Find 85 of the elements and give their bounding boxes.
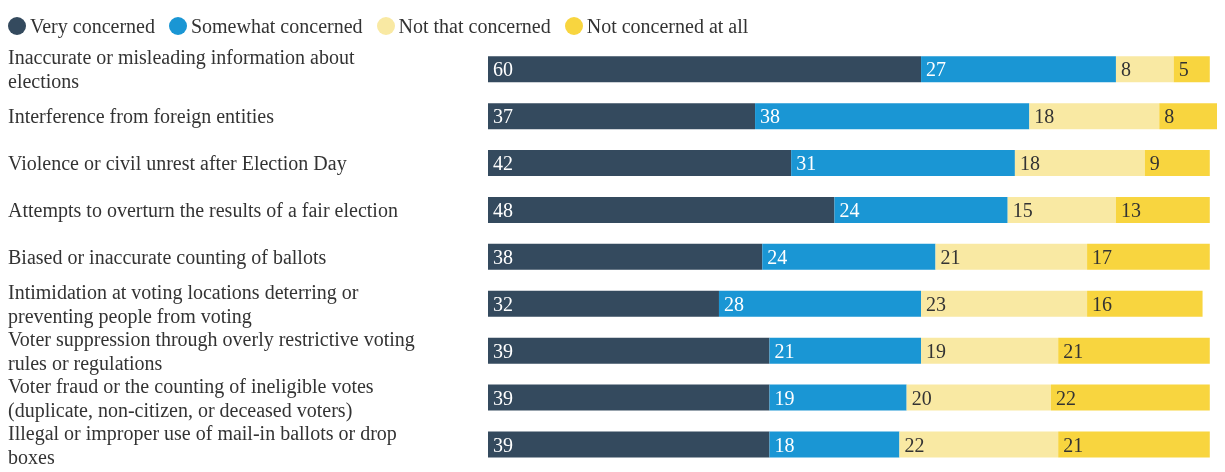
y-tick-label: Biased or inaccurate counting of ballots <box>8 246 327 269</box>
data-label: 39 <box>493 386 513 409</box>
data-label: 39 <box>493 339 513 362</box>
data-label: 19 <box>774 386 795 409</box>
data-label: 24 <box>839 199 860 222</box>
bar <box>1058 431 1210 458</box>
bar <box>1087 243 1210 270</box>
bar <box>1173 56 1210 83</box>
data-label: 48 <box>493 199 513 222</box>
bar <box>1029 103 1160 130</box>
data-label: 32 <box>493 292 513 315</box>
bar <box>921 290 1088 317</box>
data-label: 20 <box>911 386 932 409</box>
data-label: 19 <box>926 339 947 362</box>
bar <box>769 384 907 411</box>
data-label: 27 <box>926 58 947 81</box>
y-tick-label: Attempts to overturn the results of a fair election <box>8 199 398 223</box>
y-tick-label: Illegal or improper use of mail-in ballots or drop boxes <box>8 421 397 468</box>
bar <box>1115 196 1210 223</box>
data-label: 23 <box>926 292 947 315</box>
data-label: 38 <box>760 105 781 128</box>
bar <box>1058 337 1210 364</box>
data-label: 18 <box>774 433 795 456</box>
y-tick-label: Violence or civil unrest after Election Day <box>8 152 347 176</box>
data-label: 21 <box>774 339 795 362</box>
y-tick-label: Interference from foreign entities <box>8 105 275 129</box>
bar <box>718 290 922 317</box>
bar <box>769 431 900 458</box>
bar <box>488 103 756 130</box>
data-label: 9 <box>1149 152 1160 175</box>
data-label: 21 <box>1063 339 1084 362</box>
bar <box>1144 150 1210 177</box>
bar <box>1159 103 1217 130</box>
data-label: 18 <box>1019 152 1040 175</box>
bar <box>1007 196 1116 223</box>
y-tick-label: Voter suppression through overly restrictive voting rules or regulations <box>8 327 415 375</box>
bar <box>791 150 1015 177</box>
bar <box>488 384 770 411</box>
y-tick-label: Intimidation at voting locations deterring or preventing people from voting <box>8 280 359 328</box>
bar <box>488 56 922 83</box>
bar <box>488 337 770 364</box>
data-label: 28 <box>723 292 744 315</box>
bar <box>834 196 1008 223</box>
legend-label: Somewhat concerned <box>190 14 363 38</box>
bar <box>755 103 1030 130</box>
bar <box>906 384 1051 411</box>
bar <box>488 431 770 458</box>
data-label: 22 <box>904 433 925 456</box>
legend-label: Not that concerned <box>398 14 551 38</box>
data-label: 60 <box>493 58 513 81</box>
data-label: 21 <box>940 245 961 268</box>
data-label: 15 <box>1012 199 1033 222</box>
bar <box>762 243 936 270</box>
bar <box>488 290 719 317</box>
data-label: 24 <box>767 245 788 268</box>
data-label: 17 <box>1092 245 1113 268</box>
bar <box>935 243 1088 270</box>
data-label: 21 <box>1063 433 1084 456</box>
bar <box>488 196 835 223</box>
bar <box>1087 290 1203 317</box>
legend-label: Very concerned <box>30 14 155 38</box>
bar <box>899 431 1059 458</box>
bar <box>921 337 1059 364</box>
y-tick-label: Inaccurate or misleading information about elections <box>8 46 355 93</box>
bar <box>769 337 922 364</box>
data-label: 39 <box>493 433 513 456</box>
data-label: 13 <box>1120 199 1141 222</box>
data-label: 8 <box>1164 105 1175 128</box>
bar <box>488 243 763 270</box>
data-label: 8 <box>1120 58 1131 81</box>
bar <box>921 56 1116 83</box>
bar <box>488 150 792 177</box>
legend-label: Not concerned at all <box>586 14 749 38</box>
bar <box>1115 56 1174 83</box>
bar <box>1050 384 1210 411</box>
y-tick-label: Voter fraud or the counting of ineligible votes (duplicate, non-citizen, or deceased voters) <box>8 374 374 422</box>
data-label: 37 <box>493 105 513 128</box>
bar <box>1014 150 1145 177</box>
data-label: 16 <box>1092 292 1113 315</box>
data-label: 31 <box>796 152 817 175</box>
data-label: 38 <box>493 245 513 268</box>
data-label: 42 <box>493 152 513 175</box>
data-label: 18 <box>1034 105 1055 128</box>
data-label: 5 <box>1178 58 1189 81</box>
data-label: 22 <box>1055 386 1076 409</box>
